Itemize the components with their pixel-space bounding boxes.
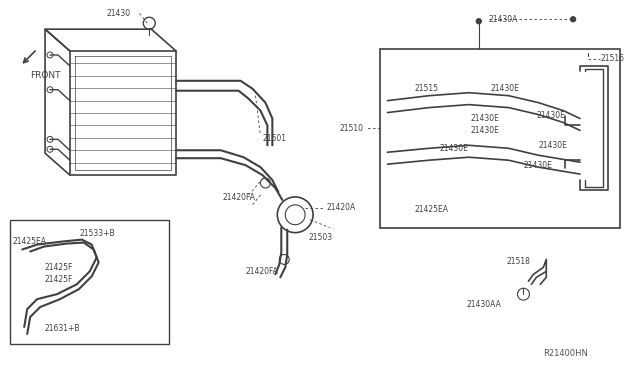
Text: 21510: 21510	[340, 124, 364, 133]
Text: 21430AA: 21430AA	[467, 299, 502, 309]
Text: 21425EA: 21425EA	[414, 205, 448, 214]
Text: R21400HN: R21400HN	[543, 349, 588, 358]
Circle shape	[571, 17, 575, 22]
Text: 21420A: 21420A	[327, 203, 356, 212]
Text: 21430E: 21430E	[536, 111, 565, 120]
Text: 21501: 21501	[262, 134, 287, 143]
Text: 21430A: 21430A	[489, 15, 518, 24]
Text: 21425F: 21425F	[44, 275, 72, 284]
Text: 21430E: 21430E	[471, 114, 500, 123]
Text: FRONT: FRONT	[30, 71, 61, 80]
Text: 21430E: 21430E	[491, 84, 520, 93]
Text: 21430E: 21430E	[524, 161, 552, 170]
Bar	[380, 49, 620, 228]
Text: 21420FA: 21420FA	[223, 193, 255, 202]
Text: 21430E: 21430E	[538, 141, 567, 150]
Text: 21631+B: 21631+B	[44, 324, 79, 333]
Text: 21518: 21518	[507, 257, 531, 266]
Text: 21425EA: 21425EA	[12, 237, 46, 246]
Text: 21516: 21516	[601, 54, 625, 64]
Text: 21515: 21515	[414, 84, 438, 93]
Circle shape	[476, 19, 481, 24]
Bar	[10, 220, 169, 344]
Circle shape	[426, 195, 432, 201]
Text: 21430: 21430	[107, 9, 131, 18]
Text: 21425F: 21425F	[44, 263, 72, 272]
Text: 21533+B: 21533+B	[80, 229, 115, 238]
Text: 21430E: 21430E	[471, 126, 500, 135]
Text: 21420FA: 21420FA	[246, 267, 278, 276]
Text: 21503: 21503	[308, 233, 332, 242]
Text: 21430E: 21430E	[439, 144, 468, 153]
